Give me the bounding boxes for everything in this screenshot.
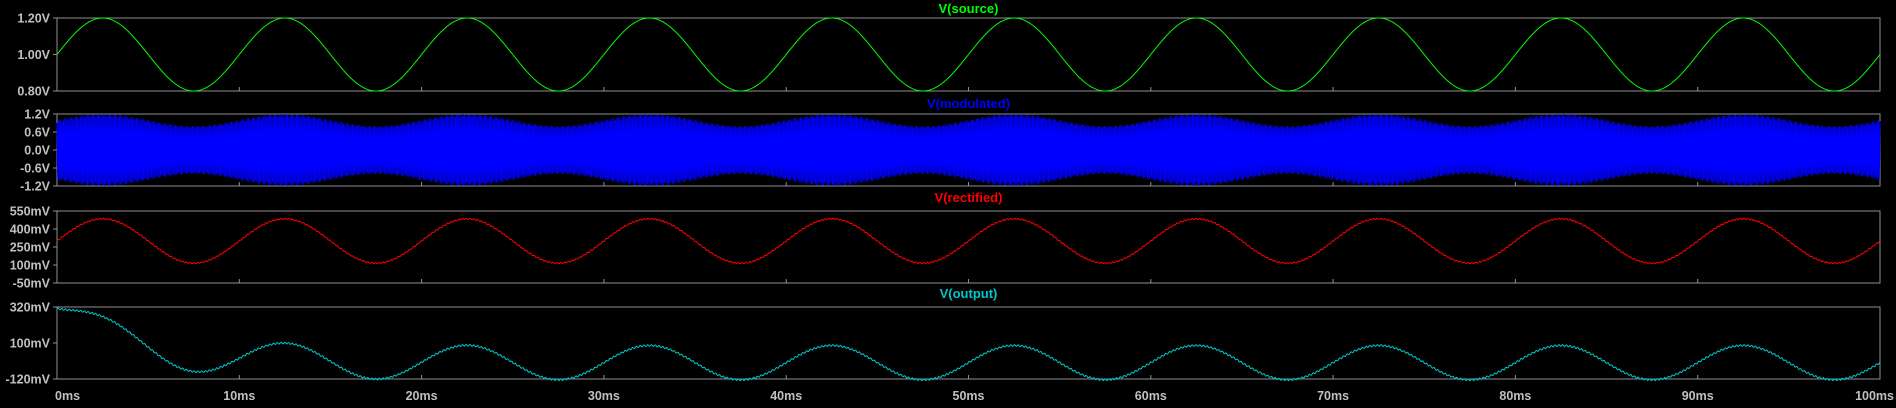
x-tick-label: 0ms [55, 389, 80, 403]
y-tick-label: 250mV [10, 241, 51, 255]
y-tick-label: 550mV [10, 205, 51, 219]
x-tick-label: 20ms [406, 389, 438, 403]
x-axis: 0ms 10ms 20ms 30ms 40ms 50ms 60ms 70ms 80ms 90ms 1… [55, 389, 1894, 403]
pane-4[interactable]: V(output) 320mV 100mV -120mV [6, 286, 1881, 387]
trace-title[interactable]: V(source) [939, 1, 999, 16]
trace-title[interactable]: V(modulated) [927, 96, 1010, 111]
y-tick-label: 1.2V [24, 108, 50, 122]
x-tick-label: 30ms [588, 389, 620, 403]
y-tick-label: -120mV [6, 373, 51, 387]
x-tick-label: 70ms [1317, 389, 1349, 403]
y-tick-label: 100mV [10, 337, 51, 351]
y-tick-label: -0.6V [20, 162, 51, 176]
x-tick-label: 80ms [1499, 389, 1531, 403]
y-tick-label: 0.80V [17, 85, 50, 99]
trace-v-rectified[interactable] [56, 217, 1881, 265]
x-tick-label: 50ms [953, 389, 985, 403]
x-tick-label: 100ms [1855, 389, 1894, 403]
y-tick-label: 400mV [10, 223, 51, 237]
trace-title[interactable]: V(output) [940, 286, 998, 301]
trace-v-output[interactable] [56, 307, 1881, 382]
y-tick-label: -50mV [12, 277, 50, 291]
pane-2[interactable]: V(modulated) 1.2V 0.6V 0.0V -0.6V -1.2V [20, 96, 1881, 194]
y-tick-label: 0.0V [24, 144, 50, 158]
x-tick-label: 90ms [1682, 389, 1714, 403]
trace-title[interactable]: V(rectified) [935, 190, 1003, 205]
plot-panes: V(source) 1.20V 1.00V 0.80V V(modulated) 1.2V… [6, 1, 1881, 387]
x-tick-label: 60ms [1135, 389, 1167, 403]
pane-frame [56, 306, 1881, 380]
trace-v-modulated[interactable] [56, 114, 1881, 186]
trace-v-source[interactable] [56, 17, 1881, 92]
y-tick-label: 100mV [10, 259, 51, 273]
x-tick-label: 10ms [223, 389, 255, 403]
pane-frame [56, 210, 1881, 284]
pane-3[interactable]: V(rectified) 550mV 400mV 250mV 100mV -50mV [10, 190, 1881, 291]
y-tick-label: 0.6V [24, 126, 50, 140]
y-tick-label: 320mV [10, 301, 51, 315]
y-tick-label: -1.2V [20, 180, 51, 194]
x-tick-label: 40ms [770, 389, 802, 403]
y-tick-label: 1.00V [17, 48, 50, 62]
pane-1[interactable]: V(source) 1.20V 1.00V 0.80V [17, 1, 1881, 99]
y-tick-label: 1.20V [17, 12, 50, 26]
